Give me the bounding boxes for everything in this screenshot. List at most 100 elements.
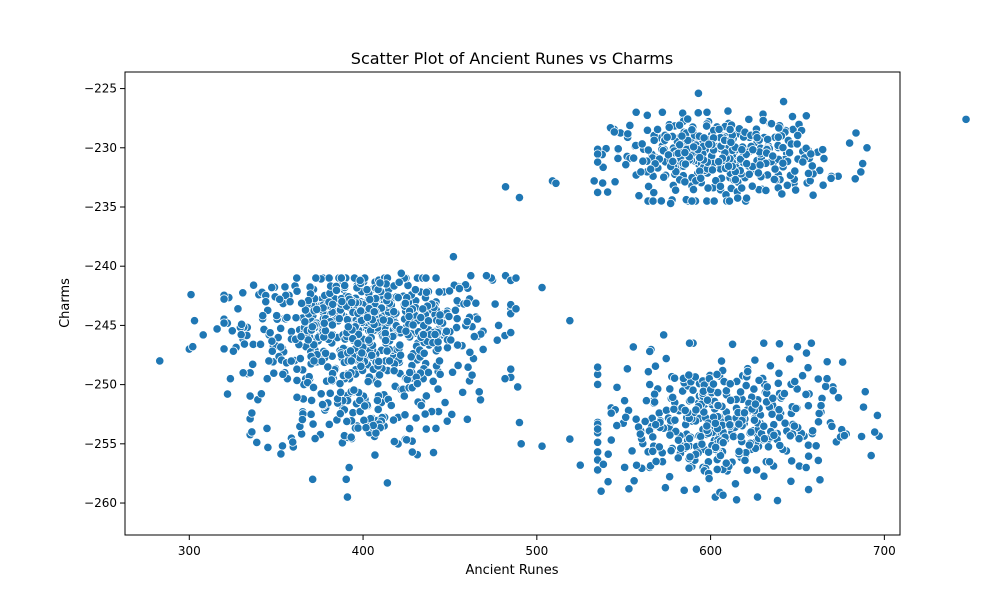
scatter-point — [730, 175, 741, 185]
scatter-point — [666, 446, 676, 456]
scatter-point — [808, 426, 818, 436]
scatter-point — [723, 106, 733, 116]
scatter-point — [295, 353, 305, 364]
scatter-point — [286, 356, 296, 366]
scatter-point — [737, 145, 747, 155]
scatter-point — [408, 320, 418, 330]
scatter-point — [677, 131, 687, 141]
scatter-point — [219, 294, 229, 304]
scatter-point — [789, 421, 799, 431]
scatter-point — [649, 389, 660, 399]
scatter-point — [331, 285, 342, 295]
scatter-point — [793, 130, 803, 141]
scatter-point — [349, 385, 359, 395]
scatter-point — [311, 273, 321, 283]
scatter-point — [784, 148, 795, 158]
scatter-point — [779, 388, 789, 399]
scatter-point — [416, 400, 426, 411]
scatter-point — [671, 185, 681, 195]
scatter-point — [308, 419, 318, 429]
scatter-point — [394, 277, 404, 287]
scatter-point — [463, 362, 473, 372]
scatter-point — [435, 369, 445, 379]
scatter-point — [743, 366, 753, 377]
scatter-point — [839, 430, 849, 441]
scatter-point — [466, 271, 476, 281]
scatter-point — [236, 330, 246, 340]
scatter-point — [282, 312, 292, 323]
x-axis-ticks: 300 400 500 600 700 — [178, 535, 896, 558]
scatter-point — [736, 432, 746, 442]
scatter-point — [371, 428, 381, 438]
scatter-point — [713, 400, 723, 411]
scatter-point — [643, 145, 653, 155]
scatter-point — [801, 111, 811, 121]
scatter-point — [344, 462, 354, 473]
scatter-point — [703, 183, 713, 193]
scatter-point — [610, 177, 620, 187]
scatter-point — [689, 142, 699, 152]
scatter-point — [340, 280, 350, 291]
scatter-point — [762, 382, 772, 392]
scatter-point — [373, 404, 383, 415]
scatter-point — [748, 145, 758, 155]
scatter-point — [726, 137, 736, 147]
scatter-point — [650, 397, 660, 407]
scatter-point — [778, 143, 788, 153]
scatter-point — [746, 427, 756, 437]
scatter-point — [219, 318, 229, 328]
scatter-point — [598, 178, 608, 188]
scatter-point — [247, 408, 257, 418]
scatter-point — [740, 455, 750, 465]
scatter-point — [822, 357, 832, 367]
scatter-point — [773, 132, 783, 142]
scatter-point — [625, 120, 635, 131]
scatter-point — [833, 393, 844, 403]
scatter-point — [691, 484, 701, 494]
scatter-point — [718, 490, 728, 500]
scatter-point — [395, 350, 406, 360]
scatter-point — [316, 389, 326, 399]
scatter-point — [277, 441, 288, 451]
scatter-point — [447, 409, 457, 420]
scatter-point — [714, 124, 724, 134]
scatter-point — [320, 348, 331, 358]
scatter-point — [786, 476, 796, 486]
scatter-point — [684, 338, 695, 348]
scatter-point — [725, 124, 735, 135]
scatter-point — [782, 180, 792, 190]
scatter-point — [791, 403, 801, 414]
scatter-point — [850, 174, 860, 184]
scatter-point — [721, 386, 731, 396]
scatter-point — [603, 477, 613, 487]
scatter-point — [680, 159, 691, 169]
scatter-point — [238, 368, 248, 378]
scatter-point — [407, 447, 417, 457]
scatter-point — [335, 409, 345, 419]
scatter-point — [787, 456, 797, 466]
scatter-point — [654, 442, 664, 452]
scatter-point — [514, 417, 525, 428]
scatter-point — [256, 389, 266, 399]
scatter-point — [389, 307, 399, 317]
scatter-point — [801, 462, 811, 473]
scatter-point — [325, 388, 335, 398]
scatter-point — [818, 180, 828, 190]
scatter-point — [866, 450, 876, 461]
scatter-point — [744, 169, 754, 179]
scatter-point — [695, 152, 705, 163]
scatter-point — [404, 423, 415, 434]
scatter-point — [412, 378, 423, 389]
scatter-point — [744, 440, 754, 450]
scatter-point — [296, 331, 306, 342]
scatter-point — [747, 181, 757, 191]
scatter-point — [636, 167, 646, 177]
scatter-point — [856, 431, 867, 442]
scatter-point — [593, 187, 603, 198]
scatter-point — [423, 367, 434, 378]
scatter-point — [643, 181, 654, 192]
scatter-point — [258, 311, 268, 321]
scatter-point — [704, 473, 714, 484]
scatter-point — [472, 314, 483, 324]
scatter-point — [382, 346, 392, 356]
